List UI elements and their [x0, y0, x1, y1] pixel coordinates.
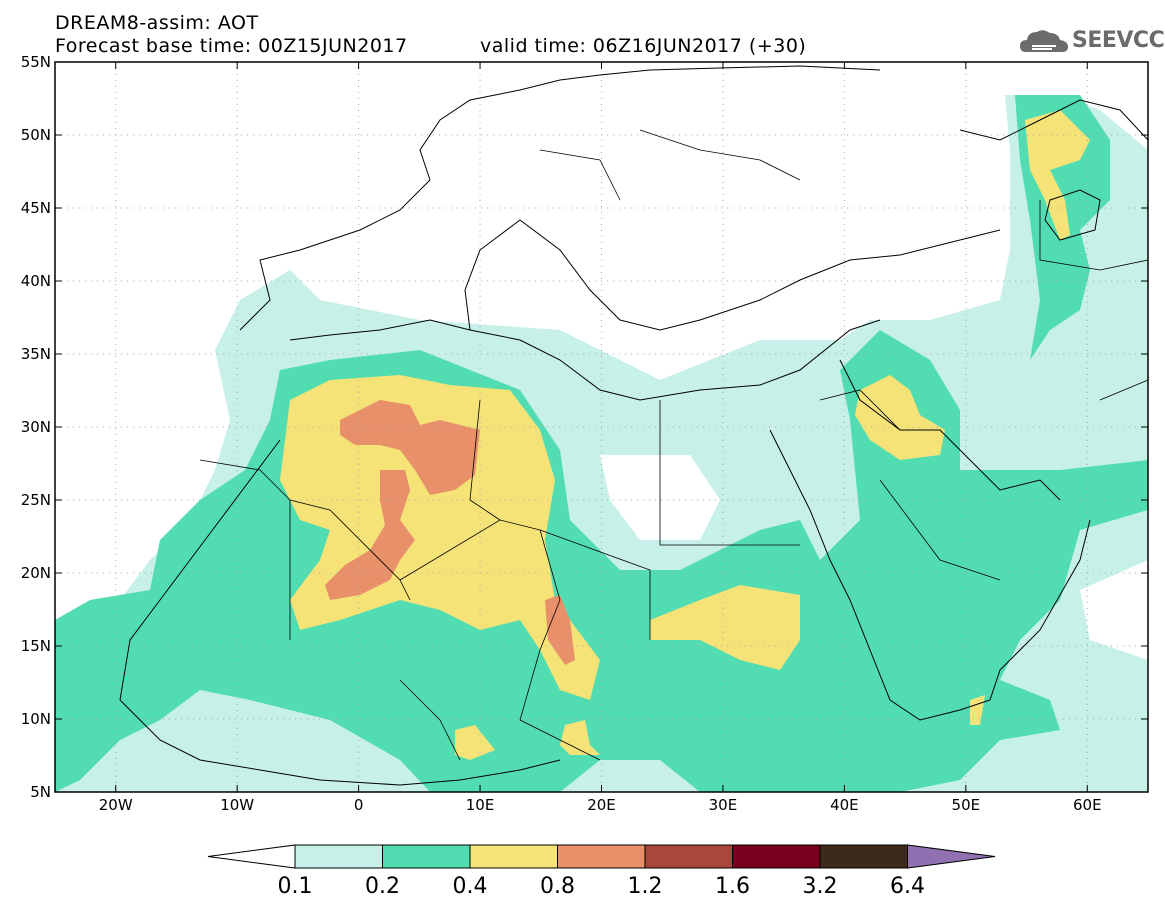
colorbar-level-label: 0.4: [453, 874, 488, 899]
forecast-base-time: Forecast base time: 00Z15JUN2017: [55, 35, 408, 57]
lon-tick-label: 30E: [709, 796, 738, 814]
lon-tick-label: 10E: [466, 796, 495, 814]
colorbar-high-arrow: [907, 844, 996, 869]
colorbar-level-label: 1.6: [715, 874, 750, 899]
lon-tick-label: 20E: [587, 796, 616, 814]
lat-tick-label: 30N: [21, 418, 51, 436]
lat-tick-label: 25N: [21, 491, 51, 509]
colorbar-level-label: 3.2: [803, 874, 838, 899]
colorbar-low-arrow: [207, 844, 296, 869]
lat-tick-label: 55N: [21, 53, 51, 71]
graticule: [55, 62, 1148, 792]
colorbar-level-label: 0.8: [540, 874, 575, 899]
lon-tick-label: 60E: [1073, 796, 1102, 814]
aot-contours: [55, 62, 1148, 792]
colorbar-level-label: 1.2: [628, 874, 663, 899]
lat-tick-label: 20N: [21, 564, 51, 582]
coastlines: [119, 65, 1149, 786]
lon-tick-label: 50E: [952, 796, 981, 814]
colorbar-bin: [469, 844, 558, 869]
lon-tick-label: 10W: [220, 796, 254, 814]
lat-tick-label: 50N: [21, 126, 51, 144]
lat-tick-label: 5N: [30, 783, 51, 801]
colorbar-level-label: 0.1: [278, 874, 313, 899]
colorbar-bin: [294, 844, 383, 869]
country-borders: [199, 129, 1149, 761]
lon-tick-label: 40E: [830, 796, 859, 814]
colorbar-level-label: 0.2: [365, 874, 400, 899]
colorbar-bin: [819, 844, 908, 869]
colorbar-bin: [732, 844, 821, 869]
colorbar: 0.1 0.2 0.4 0.8 1.2 1.6 3.2 6.4: [207, 844, 996, 899]
map-title: DREAM8-assim: AOT: [55, 12, 259, 34]
colorbar-bin: [382, 844, 471, 869]
lat-tick-label: 40N: [21, 272, 51, 290]
lon-tick-label: 20W: [99, 796, 133, 814]
lat-tick-label: 45N: [21, 199, 51, 217]
axis-ticks: 55N 50N 45N 40N 35N 30N 25N 20N 15N 10N 5N 20W 10W 0 1…: [21, 53, 1148, 814]
lat-tick-label: 15N: [21, 637, 51, 655]
valid-time: valid time: 06Z16JUN2017 (+30): [480, 35, 807, 57]
seevccc-logo: SEEVCCC: [1072, 28, 1165, 53]
colorbar-bin: [644, 844, 733, 869]
colorbar-bin: [557, 844, 646, 869]
lat-tick-label: 10N: [21, 710, 51, 728]
colorbar-level-label: 6.4: [890, 874, 925, 899]
lon-tick-label: 0: [354, 796, 364, 814]
cloud-logo-icon: [1020, 30, 1068, 52]
lat-tick-label: 35N: [21, 345, 51, 363]
